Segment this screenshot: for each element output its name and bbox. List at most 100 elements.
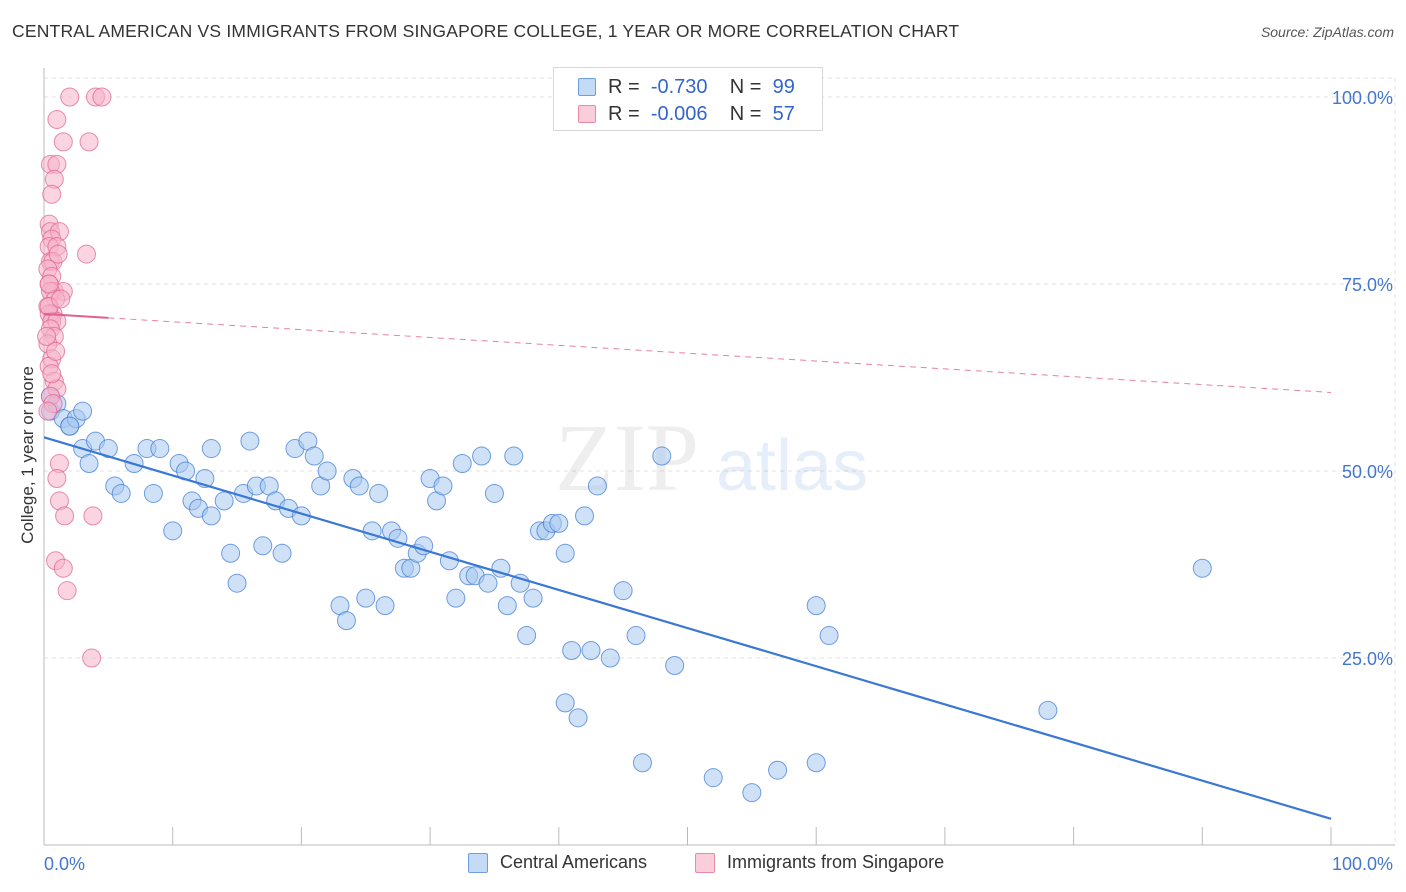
x-tick-label: 100.0% — [1332, 854, 1393, 874]
n-label: N = — [729, 75, 762, 98]
data-point — [703, 768, 723, 788]
data-point — [491, 558, 511, 578]
series-legend: Central Americans Immigrants from Singap… — [0, 852, 1406, 878]
data-point — [632, 753, 652, 773]
data-point — [143, 483, 163, 503]
watermark: ZIP atlas — [555, 404, 868, 511]
legend-item-singapore: Immigrants from Singapore — [695, 852, 944, 873]
data-point — [304, 446, 324, 466]
data-point — [73, 401, 93, 421]
trend-line-singapore-solid — [43, 312, 109, 319]
chart-title: CENTRAL AMERICAN VS IMMIGRANTS FROM SING… — [12, 21, 960, 41]
data-point — [336, 611, 356, 631]
data-point — [317, 461, 337, 481]
data-point — [433, 476, 453, 496]
source-label: Source: ZipAtlas.com — [1260, 24, 1394, 40]
data-point — [214, 491, 234, 511]
data-point — [51, 289, 71, 309]
r-value: -0.006 — [650, 102, 708, 125]
data-point — [82, 648, 102, 668]
data-point — [79, 454, 99, 474]
data-point — [581, 641, 601, 661]
data-point — [517, 626, 537, 646]
y-tick-label: 50.0% — [1342, 462, 1393, 482]
data-point — [47, 468, 67, 488]
data-point — [562, 641, 582, 661]
data-point — [665, 655, 685, 675]
data-point — [806, 753, 826, 773]
r-label: R = — [608, 102, 640, 125]
x-tick-label: 0.0% — [44, 854, 85, 874]
data-point — [349, 476, 369, 496]
y-axis-label: College, 1 year or more — [18, 366, 37, 544]
legend-label: Immigrants from Singapore — [727, 852, 945, 872]
data-point — [806, 596, 826, 616]
data-point — [452, 454, 472, 474]
data-point — [768, 760, 788, 780]
data-point — [446, 588, 466, 608]
data-point — [555, 543, 575, 563]
data-point — [439, 551, 459, 571]
data-point — [253, 536, 273, 556]
data-point — [83, 506, 103, 526]
data-point — [497, 596, 517, 616]
y-tick-label: 25.0% — [1342, 649, 1393, 669]
y-tick-label: 100.0% — [1332, 88, 1393, 108]
data-point — [150, 439, 170, 459]
y-tick-label: 75.0% — [1342, 275, 1393, 295]
legend-item-central-americans: Central Americans — [468, 852, 647, 873]
data-point — [484, 483, 504, 503]
data-point — [587, 476, 607, 496]
legend-row-singapore: R = -0.006 N = 57 — [578, 101, 795, 127]
r-value: -0.730 — [650, 75, 708, 98]
data-point — [60, 416, 80, 436]
data-point — [38, 401, 58, 421]
data-point — [55, 506, 75, 526]
series-singapore — [37, 87, 112, 668]
data-point — [356, 588, 376, 608]
data-point — [240, 431, 260, 451]
data-point — [48, 244, 68, 264]
series-layer — [37, 87, 1332, 820]
data-point — [652, 446, 672, 466]
data-point — [53, 132, 73, 152]
data-point — [600, 648, 620, 668]
data-point — [549, 513, 569, 533]
data-point — [42, 364, 62, 384]
data-point — [472, 446, 492, 466]
data-point — [42, 184, 62, 204]
data-point — [555, 693, 575, 713]
data-point — [626, 626, 646, 646]
n-value: 57 — [772, 102, 795, 125]
legend-swatch-pink — [695, 852, 715, 873]
data-point — [60, 87, 80, 107]
data-point — [1038, 700, 1058, 720]
data-point — [1192, 558, 1212, 578]
data-point — [76, 244, 96, 264]
legend-swatch-blue — [468, 852, 488, 873]
data-point — [369, 483, 389, 503]
data-point — [742, 783, 762, 803]
data-point — [57, 581, 77, 601]
legend-label: Central Americans — [500, 852, 648, 872]
stats-legend: R = -0.730 N = 99 R = -0.006 N = 57 — [553, 67, 823, 131]
data-point — [37, 326, 57, 346]
watermark-atlas: atlas — [716, 426, 868, 506]
data-point — [568, 708, 588, 728]
data-point — [504, 446, 524, 466]
data-point — [478, 573, 498, 593]
data-point — [375, 596, 395, 616]
data-point — [201, 439, 221, 459]
data-point — [201, 506, 221, 526]
data-point — [39, 274, 59, 294]
watermark-zip: ZIP — [555, 404, 699, 511]
n-label: N = — [729, 102, 762, 125]
data-point — [92, 87, 112, 107]
n-value: 99 — [772, 75, 795, 98]
data-point — [47, 109, 67, 129]
trend-line-singapore-dashed — [108, 317, 1332, 393]
data-point — [46, 341, 66, 361]
data-point — [523, 588, 543, 608]
data-point — [163, 521, 183, 541]
